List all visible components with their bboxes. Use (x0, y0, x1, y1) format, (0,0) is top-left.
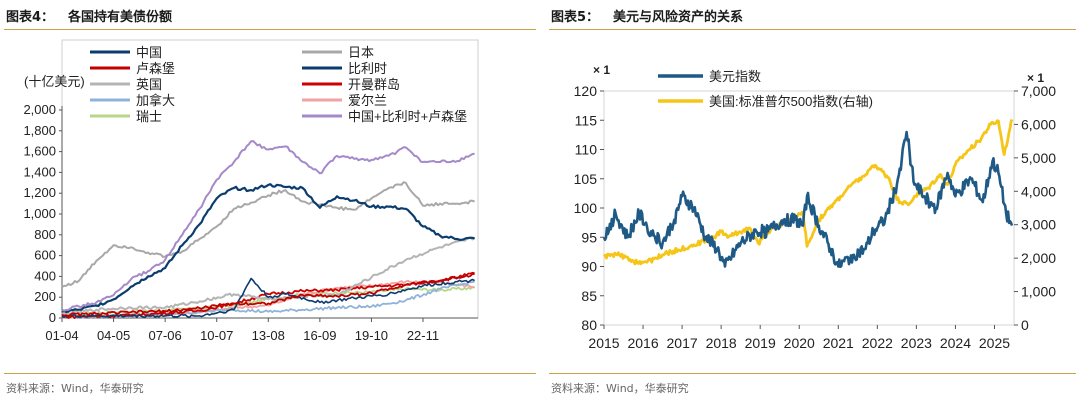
y-tick-label-right: 5,000 (1021, 150, 1056, 166)
figure-5-heading: 美元与风险资产的关系 (613, 10, 744, 25)
y-tick-label-right: 0 (1021, 317, 1029, 333)
y-tick-label: 1,000 (23, 206, 56, 221)
y-tick-label: 400 (34, 268, 56, 283)
x-tick-label: 2017 (667, 335, 698, 351)
y-tick-label-left: 80 (581, 317, 597, 333)
y-tick-label: 1,200 (23, 185, 56, 200)
figure-4-heading: 各国持有美债份额 (68, 10, 173, 25)
y-tick-label-left: 85 (581, 288, 597, 304)
figure-5-top-rule (549, 29, 1076, 30)
legend-label-switzerland: 瑞士 (136, 109, 162, 124)
figure-4-top-rule (4, 29, 536, 30)
x-tick-label: 2020 (784, 335, 815, 351)
legend-label-combined: 中国+比利时+卢森堡 (348, 109, 467, 124)
legend-label-cayman: 开曼群岛 (348, 77, 400, 92)
y-tick-label: 600 (34, 248, 56, 263)
figure-5-source: 资料来源：Wind，华泰研究 (551, 382, 689, 395)
figure-5-number: 图表5： (551, 10, 600, 25)
y-tick-label-right: 2,000 (1021, 250, 1056, 266)
series-line-combined (61, 140, 475, 312)
x-tick-label: 2021 (823, 335, 854, 351)
figure-4-title: 图表4： 各国持有美债份额 (6, 6, 172, 25)
series-line-switzerland (61, 286, 475, 316)
series-line-luxembourg (61, 273, 475, 317)
legend-label-china: 中国 (136, 45, 162, 60)
series-line-sp500 (603, 118, 1014, 266)
y-tick-label: 1,600 (23, 144, 56, 159)
holdings-line-chart: 0 200 400 600 800 1,000 1,200 1,400 1,600 1,800 2,… (23, 39, 479, 343)
y-tick-label-left: 100 (574, 200, 598, 216)
y-tick-label-left: 110 (575, 142, 598, 158)
x-tick-label: 13-08 (252, 328, 285, 343)
y-tick-label: 0 (49, 310, 56, 325)
legend-label-dxy: 美元指数 (709, 69, 761, 84)
y-tick-label-left: 115 (575, 112, 598, 128)
dxy-sp500-chart: × 1 × 1 80 85 90 95 100 105 110 115 120 0 1,000 2,000… (574, 63, 1057, 351)
figure-5-title: 图表5： 美元与风险资产的关系 (551, 6, 743, 25)
series-line-belgium (61, 277, 475, 319)
y-tick-label-left: 95 (581, 229, 597, 245)
legend-label-canada: 加拿大 (136, 93, 175, 108)
y-axis-unit-label: (十亿美元) (24, 74, 85, 89)
x-tick-label: 01-04 (45, 328, 78, 343)
x-tick-label: 19-10 (355, 328, 388, 343)
figure-4-panel: 图表4： 各国持有美债份额 0 200 400 600 800 1,000 1,200 1,40… (4, 6, 536, 395)
x-tick-label: 07-06 (149, 328, 182, 343)
series-line-japan (61, 181, 475, 288)
legend-label-luxembourg: 卢森堡 (136, 61, 175, 76)
y-tick-label: 1,800 (23, 123, 56, 138)
legend-label-japan: 日本 (348, 45, 374, 60)
y-tick-label: 800 (34, 227, 56, 242)
y-tick-label-left: 105 (574, 171, 598, 187)
x-tick-label: 2022 (862, 335, 893, 351)
x-tick-label: 2016 (627, 335, 658, 351)
x-tick-label: 16-09 (303, 328, 336, 343)
x-tick-label: 2024 (940, 335, 971, 351)
y-tick-label: 2,000 (23, 102, 56, 117)
figure-5-panel: 图表5： 美元与风险资产的关系 × 1 × 1 80 85 90 95 100 105 110 11… (545, 0, 1080, 402)
figure-4-number: 图表4： (6, 10, 55, 25)
x-tick-label: 2019 (745, 335, 776, 351)
legend-label-ireland: 爱尔兰 (348, 93, 387, 108)
y-tick-label-right: 3,000 (1021, 217, 1056, 233)
x-tick-label: 2023 (901, 335, 932, 351)
series-line-uk (61, 236, 476, 316)
y-tick-label-left: 90 (581, 259, 597, 275)
y-tick-label-right: 6,000 (1021, 116, 1056, 132)
x-tick-label: 2018 (706, 335, 737, 351)
x-tick-label: 2025 (979, 335, 1010, 351)
legend-label-sp500: 美国:标准普尔500指数(右轴) (709, 94, 873, 109)
x-tick-label: 10-07 (200, 328, 233, 343)
x-tick-label: 2015 (588, 335, 619, 351)
y-tick-label: 1,400 (23, 164, 56, 179)
figure-4-bottom-rule (4, 373, 536, 374)
legend-label-uk: 英国 (136, 77, 162, 92)
y-tick-label-left: 120 (574, 83, 598, 99)
series-line-china (61, 183, 475, 314)
right-axis-unit: × 1 (1027, 71, 1044, 85)
left-axis-unit: × 1 (593, 63, 610, 77)
y-tick-label: 200 (34, 289, 56, 304)
plot-frame (603, 90, 1015, 326)
legend-label-belgium: 比利时 (348, 61, 387, 76)
y-tick-label-right: 4,000 (1021, 183, 1056, 199)
figure-4-source: 资料来源：Wind，华泰研究 (6, 382, 144, 395)
y-tick-label-right: 1,000 (1021, 284, 1056, 300)
x-tick-label: 04-05 (97, 328, 130, 343)
x-tick-label: 22-11 (407, 328, 439, 343)
series-line-dxy (602, 130, 1014, 269)
y-tick-label-right: 7,000 (1021, 83, 1056, 99)
figure-5-bottom-rule (549, 373, 1076, 374)
plot-frame (61, 39, 479, 319)
